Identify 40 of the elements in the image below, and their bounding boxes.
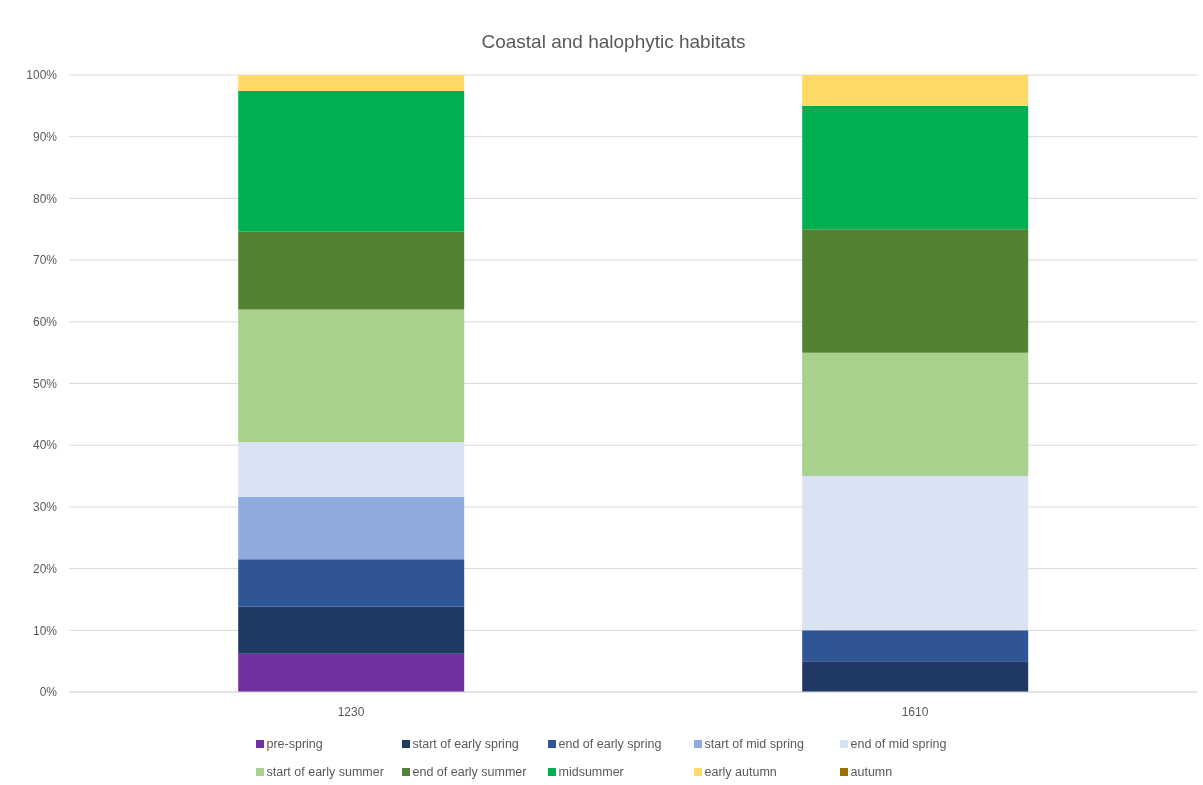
legend-label: pre-spring (266, 737, 323, 751)
x-tick-label: 1230 (337, 704, 365, 719)
y-tick-label: 80% (32, 191, 58, 206)
bar (238, 75, 465, 92)
bar (802, 476, 1029, 631)
legend-label: start of mid spring (704, 737, 804, 751)
y-tick-label: 0% (39, 685, 58, 700)
bar (238, 442, 465, 498)
y-tick-label: 30% (32, 500, 58, 515)
bar (238, 559, 465, 607)
bar (802, 661, 1029, 692)
bar (238, 653, 465, 692)
legend-label: end of early summer (412, 765, 527, 779)
y-tick-label: 20% (32, 561, 58, 576)
chart-title: Coastal and halophytic habitats (480, 30, 747, 54)
legend-label: early autumn (704, 765, 777, 779)
y-tick-label: 90% (32, 129, 58, 144)
bar (238, 309, 465, 443)
bar (802, 229, 1029, 353)
x-tick-label: 1610 (901, 704, 929, 719)
bar (802, 352, 1029, 477)
legend-label: end of early spring (558, 737, 662, 751)
legend-label: start of early summer (266, 765, 384, 779)
bar (802, 630, 1029, 662)
bar (802, 75, 1029, 106)
bar (238, 606, 465, 654)
y-tick-label: 60% (32, 315, 58, 330)
bar (238, 231, 465, 310)
y-tick-label: 40% (32, 438, 58, 453)
legend-label: start of early spring (412, 737, 519, 751)
bar (238, 91, 465, 232)
bar (802, 105, 1029, 230)
y-tick-label: 10% (32, 623, 58, 638)
legend-label: autumn (850, 765, 893, 779)
bar (238, 497, 465, 560)
y-tick-label: 100% (26, 68, 58, 83)
legend-label: midsummer (558, 765, 624, 779)
legend-label: end of mid spring (850, 737, 947, 751)
y-tick-label: 50% (32, 376, 58, 391)
y-tick-label: 70% (32, 253, 58, 268)
